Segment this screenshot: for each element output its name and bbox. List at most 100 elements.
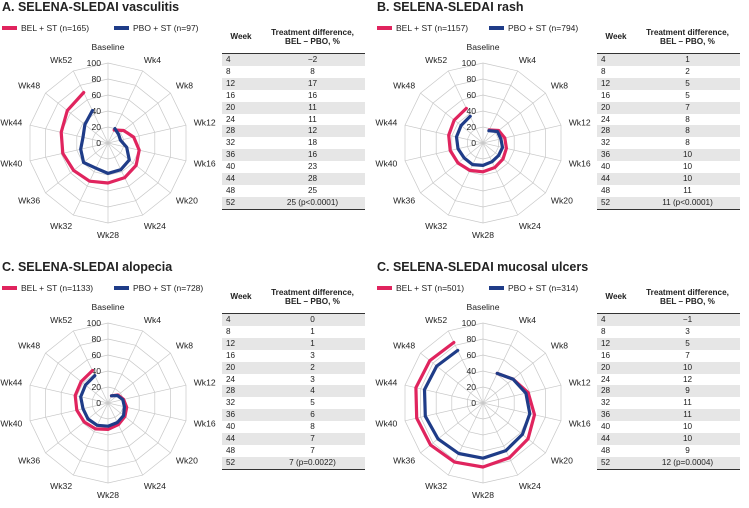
table-row: 24 11 [222,114,365,126]
legend-item-bel: BEL + ST (n=1157) [377,23,468,33]
grid-spoke [404,384,484,404]
radial-tick-label: 80 [91,334,101,344]
difference-cell: −2 [260,53,365,66]
grid-spoke [482,402,546,454]
axis-label: Wk16 [194,159,216,169]
radial-tick-label: 60 [466,350,476,360]
grid-spoke [29,124,109,144]
difference-cell: 8 [635,125,740,138]
grid-spoke [45,92,109,144]
table-row: 28 4 [222,385,365,398]
week-cell: 8 [226,326,231,336]
week-cell: 4 [222,313,260,326]
grid-spoke [482,142,562,162]
grid-spoke [72,70,109,144]
legend-label: BEL + ST (n=501) [396,283,465,293]
week-cell: 40 [601,422,611,432]
difference-cell: 11 [683,398,692,408]
axis-label: Wk40 [0,419,22,429]
table-row: 36 6 [222,409,365,422]
difference-cell: 9 [685,445,690,455]
grid-spoke [482,384,562,404]
column-header-week: Week [222,281,260,314]
grid-spoke [29,384,109,404]
legend-item-pbo: PBO + ST (n=728) [114,283,203,293]
difference-cell: 11 [308,114,317,124]
radial-tick-label: 100 [462,58,477,68]
table-row: 48 25 [222,185,365,197]
treatment-difference-table: Week Treatment difference, BEL – PBO, % 4−… [222,21,365,210]
grid-spoke [72,330,109,404]
axis-label: Wk48 [18,341,40,351]
difference-cell: 2 [685,66,690,76]
difference-cell: 18 [307,138,318,148]
legend-label: PBO + ST (n=728) [133,283,204,293]
week-cell: 24 [601,114,611,124]
grid-spoke [482,352,546,404]
week-cell: 48 [226,185,236,195]
difference-cell: 7 [260,433,365,445]
table-row: 12 17 [222,77,365,90]
week-cell: 52 [597,196,635,210]
table-row: 28 12 [222,125,365,138]
table-row: 48 11 [597,185,740,197]
axis-label: Wk48 [393,341,415,351]
radial-tick-label: 80 [466,74,476,84]
legend-label: PBO + ST (n=314) [508,283,579,293]
chart-title: B. SELENA-SLEDAI rash [377,0,524,14]
table-row: 36 16 [222,149,365,162]
treatment-difference-table: Week Treatment difference, BEL – PBO, % 4 0… [222,281,365,470]
axis-label: Wk36 [393,195,415,205]
table-row: 36 10 [597,149,740,162]
radial-tick-label: 60 [466,90,476,100]
week-cell: 24 [226,374,236,384]
table-row: 52 7 (p=0.0022) [222,456,365,470]
panel-alopecia: C. SELENA-SLEDAI alopecia BEL + ST (n=113… [0,260,374,507]
week-cell: 4 [222,53,260,66]
week-cell: 32 [226,398,236,408]
grid-spoke [29,402,109,422]
difference-cell: 16 [307,90,318,100]
difference-cell: 10 [635,433,740,445]
series-line-bel [447,106,508,174]
table-header-row: Week Treatment difference, BEL – PBO, % [222,21,365,54]
treatment-difference-table: Week Treatment difference, BEL – PBO, % 4 1… [597,21,740,210]
difference-cell: 3 [685,326,690,336]
axis-label: Baseline [92,302,125,312]
grid-spoke [72,402,109,476]
week-cell: 12 [222,337,260,350]
difference-cell: 3 [310,374,315,384]
table-row: 32 5 [222,397,365,409]
table-row: 32 18 [222,137,365,149]
axis-label: Wk44 [375,118,397,128]
axis-label: Wk48 [18,81,40,91]
column-header-difference: Treatment difference, BEL – PBO, % [635,281,740,314]
difference-cell: 7 [635,101,740,114]
difference-cell: 10 [682,422,693,432]
radar-chart: Baseline Wk4 Wk8 Wk12 Wk16 Wk20 Wk24 Wk28 Wk32 Wk… [0,302,216,500]
difference-cell: 6 [260,409,365,422]
radial-tick-label: 0 [471,138,476,148]
radial-tick-label: 20 [91,382,101,392]
grid-spoke [482,124,562,144]
chart-title: C. SELENA-SLEDAI mucosal ulcers [377,260,589,274]
axis-label: Wk52 [425,55,447,65]
legend-label: BEL + ST (n=1133) [21,283,94,293]
week-cell: 36 [597,409,635,422]
week-cell: 12 [597,337,635,350]
grid-spoke [107,142,187,162]
difference-cell: 1 [260,337,365,350]
axis-label: Wk40 [375,159,397,169]
table-row: 20 10 [597,361,740,374]
week-cell: 32 [226,138,236,148]
table-row: 4 −2 [222,53,365,66]
difference-cell: 4 [260,385,365,398]
legend-label: BEL + ST (n=1157) [396,23,469,33]
difference-cell: 11 [683,185,692,195]
radial-tick-label: 40 [466,106,476,116]
week-cell: 8 [226,66,231,76]
week-cell: 36 [222,149,260,162]
week-cell: 52 [597,456,635,470]
radar-chart: Baseline Wk4 Wk8 Wk12 Wk16 Wk20 Wk24 Wk28 Wk32 Wk… [0,42,216,240]
column-header-difference: Treatment difference, BEL – PBO, % [260,281,365,314]
